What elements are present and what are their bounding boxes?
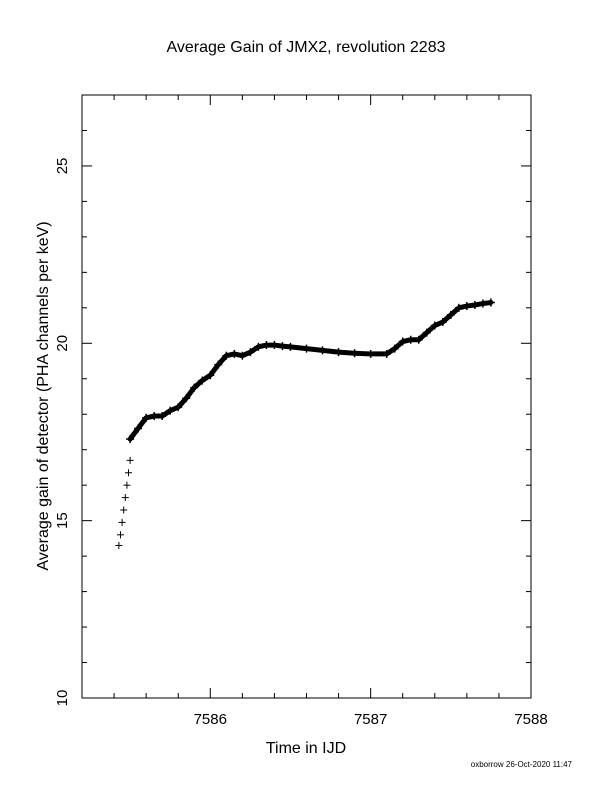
data-point: [286, 342, 295, 351]
data-point: [366, 349, 375, 358]
data-point: [198, 376, 207, 385]
plot-frame: [81, 94, 532, 699]
data-point: [262, 341, 271, 350]
x-tick-label: 7586: [194, 711, 227, 728]
axis-tick-labels: 7586 7587 7588 10 15 20 25: [54, 158, 548, 728]
data-point: [278, 342, 287, 351]
data-point: [390, 344, 399, 353]
data-point: [142, 413, 151, 422]
data-point: [422, 328, 431, 337]
data-point: [126, 435, 135, 444]
data-point: [430, 321, 439, 330]
y-tick-label: 10: [54, 690, 71, 707]
data-point: [158, 412, 167, 421]
data-point: [118, 518, 126, 526]
data-point: [454, 303, 463, 312]
y-tick-label: 25: [54, 158, 71, 175]
data-point: [126, 456, 134, 464]
data-point: [438, 318, 447, 327]
y-tick-label: 20: [54, 335, 71, 352]
data-point: [382, 349, 391, 358]
data-point: [230, 349, 239, 358]
data-point: [446, 310, 455, 319]
series-line: [127, 300, 494, 442]
data-point: [254, 342, 263, 351]
data-point: [120, 506, 128, 514]
data-point: [238, 351, 247, 360]
x-tick-label: 7588: [514, 711, 547, 728]
data-point: [462, 302, 471, 311]
data-point: [486, 298, 495, 307]
footer-stamp: oxborrow 26-Oct-2020 11:47: [470, 760, 572, 769]
data-point: [470, 300, 479, 309]
data-point: [182, 394, 191, 403]
data-point: [121, 494, 129, 502]
chart-title: Average Gain of JMX2, revolution 2283: [167, 39, 446, 56]
y-tick-label: 15: [54, 512, 71, 529]
data-marks: [115, 298, 495, 549]
data-point: [334, 348, 343, 357]
data-point: [302, 344, 311, 353]
data-point: [246, 348, 255, 357]
data-point: [206, 371, 215, 380]
data-point: [478, 299, 487, 308]
data-point: [174, 403, 183, 412]
data-point: [214, 360, 223, 369]
x-axis-label: Time in IJD: [266, 740, 346, 757]
x-tick-label: 7587: [354, 711, 387, 728]
data-point: [414, 335, 423, 344]
data-point: [350, 349, 359, 358]
data-point: [222, 351, 231, 360]
data-point: [190, 383, 199, 392]
data-point: [115, 541, 123, 549]
data-point: [134, 424, 143, 433]
data-point: [406, 335, 415, 344]
data-point: [398, 337, 407, 346]
data-point: [270, 341, 279, 350]
data-point: [166, 406, 175, 415]
data-point: [116, 531, 124, 539]
axis-ticks: [81, 94, 532, 699]
y-axis-label: Average gain of detector (PHA channels p…: [35, 221, 52, 570]
data-point: [150, 412, 159, 421]
data-point: [318, 346, 327, 355]
data-point: [125, 469, 133, 477]
data-point: [123, 481, 131, 489]
